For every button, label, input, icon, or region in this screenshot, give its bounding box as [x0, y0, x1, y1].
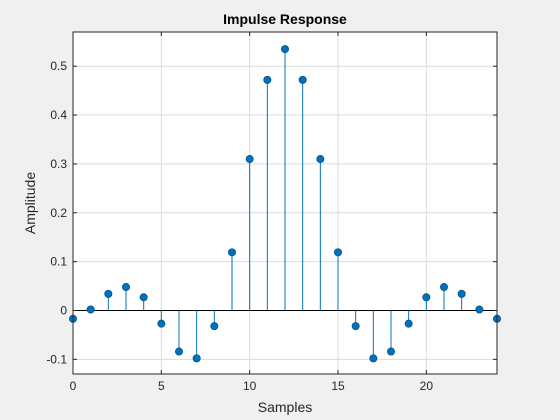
stem-marker: [316, 155, 325, 164]
stem-marker: [192, 354, 201, 363]
x-tick-label: 10: [243, 379, 257, 393]
y-tick-label: -0.1: [46, 352, 67, 366]
stem-marker: [475, 305, 484, 314]
stem-marker: [439, 283, 448, 292]
stem-marker: [422, 293, 431, 302]
x-tick-label: 15: [331, 379, 345, 393]
stem-marker: [369, 354, 378, 363]
x-tick-label: 5: [158, 379, 165, 393]
y-tick-label: 0.2: [50, 206, 67, 220]
x-tick-label: 0: [70, 379, 77, 393]
stem-marker: [386, 347, 395, 356]
stem-marker: [263, 75, 272, 84]
axis-ticks: 0 5 10 15 20-0.100.10.20.30.40.5: [46, 32, 497, 393]
stem-marker: [404, 319, 413, 328]
y-tick-label: 0.3: [50, 157, 67, 171]
stem-marker: [157, 319, 166, 328]
stem-marker: [351, 322, 360, 331]
stem-marker: [457, 289, 466, 298]
stem-marker: [104, 289, 113, 298]
y-tick-label: 0.4: [50, 108, 67, 122]
x-axis-label: Samples: [258, 399, 312, 415]
stem-marker: [298, 75, 307, 84]
stem-marker: [139, 293, 148, 302]
chart-title: Impulse Response: [223, 11, 347, 27]
stem-marker: [122, 283, 131, 292]
y-axis-label: Amplitude: [22, 172, 38, 234]
plot-frame: [72, 31, 498, 375]
y-tick-label: 0.5: [50, 59, 67, 73]
stem-marker: [174, 347, 183, 356]
x-tick-label: 20: [420, 379, 434, 393]
stem-marker: [227, 248, 236, 257]
stem-marker: [333, 248, 342, 257]
y-tick-label: 0: [60, 303, 67, 317]
y-tick-label: 0.1: [50, 255, 67, 269]
stem-marker: [210, 322, 219, 331]
stem-marker: [86, 305, 95, 314]
stem-marker: [245, 155, 254, 164]
stem-marker: [280, 45, 289, 54]
stem-series: [69, 45, 501, 363]
